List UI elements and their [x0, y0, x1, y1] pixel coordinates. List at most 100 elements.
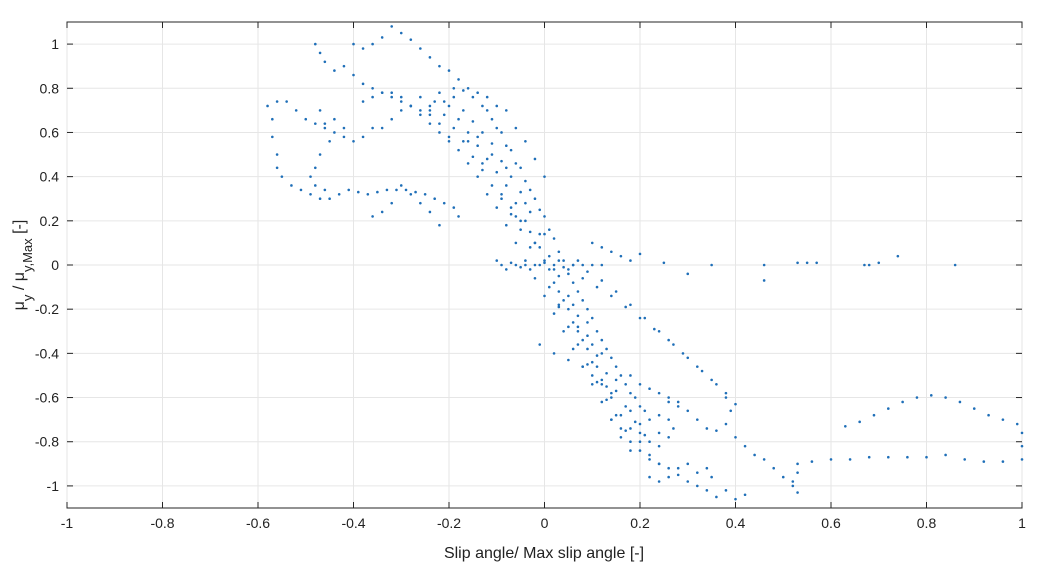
data-point	[314, 122, 317, 125]
data-point	[781, 475, 785, 479]
data-point	[610, 294, 613, 298]
data-point	[538, 246, 542, 249]
data-point	[595, 329, 599, 333]
data-point	[629, 374, 632, 377]
data-point	[667, 418, 670, 421]
data-point	[380, 36, 384, 39]
data-point	[896, 254, 900, 258]
data-point	[724, 489, 728, 492]
data-point	[552, 352, 556, 355]
data-point	[352, 73, 355, 77]
data-point	[686, 462, 690, 466]
y-axis-title-unit: [-]	[11, 220, 28, 239]
data-point	[600, 400, 604, 404]
data-point	[557, 250, 561, 254]
data-point	[371, 215, 374, 218]
data-point	[519, 219, 522, 223]
data-point	[399, 31, 403, 35]
y-axis-title-sub2: y,Max	[20, 238, 35, 272]
data-point	[867, 263, 871, 267]
data-point	[438, 64, 441, 68]
data-point	[1020, 444, 1024, 448]
data-point	[275, 166, 279, 170]
data-point	[543, 215, 546, 218]
data-point	[610, 356, 613, 360]
data-point	[696, 484, 699, 488]
data-point	[452, 95, 456, 99]
data-point	[858, 420, 861, 424]
data-point	[600, 378, 604, 382]
data-point	[366, 193, 370, 196]
data-point	[490, 153, 494, 156]
data-point	[614, 290, 618, 293]
data-point	[581, 365, 584, 368]
data-point	[533, 197, 537, 201]
data-point	[901, 400, 904, 404]
data-point	[547, 254, 551, 258]
data-point	[466, 131, 470, 134]
data-point	[590, 316, 594, 320]
data-point	[543, 232, 546, 236]
data-point	[409, 104, 413, 108]
data-point	[676, 400, 680, 404]
data-point	[1001, 460, 1005, 463]
data-point	[352, 42, 355, 46]
data-point	[872, 413, 876, 417]
data-point	[433, 197, 436, 201]
data-point	[414, 190, 417, 194]
data-point	[638, 422, 642, 426]
data-point	[571, 321, 575, 324]
data-point	[724, 422, 728, 426]
data-point	[562, 299, 565, 302]
data-point	[595, 354, 599, 357]
data-point	[743, 444, 747, 448]
data-point	[581, 276, 584, 280]
data-point	[648, 418, 651, 421]
data-point	[538, 263, 542, 267]
data-point	[586, 347, 589, 351]
data-point	[380, 210, 384, 214]
data-point	[638, 431, 642, 435]
x-tick-label: 0.6	[821, 515, 841, 531]
data-point	[524, 139, 527, 143]
data-point	[982, 460, 986, 463]
y-axis-title-sub1: y	[20, 294, 35, 301]
y-tick-label: -0.4	[35, 345, 59, 361]
data-point	[266, 104, 269, 108]
data-point	[533, 276, 537, 280]
data-point	[371, 86, 374, 90]
data-point	[729, 409, 733, 413]
data-point	[581, 299, 584, 302]
y-tick-label: 1	[51, 36, 59, 52]
data-point	[657, 444, 661, 448]
data-point	[724, 391, 728, 395]
data-point	[638, 449, 642, 452]
data-point	[356, 190, 360, 194]
data-point	[447, 139, 451, 143]
data-point	[323, 60, 327, 64]
data-point	[447, 69, 451, 72]
data-point	[528, 188, 532, 192]
data-point	[700, 369, 704, 373]
data-point	[509, 206, 513, 209]
data-point	[667, 400, 670, 404]
data-point	[590, 382, 594, 386]
data-point	[581, 338, 584, 342]
data-point	[543, 294, 546, 298]
data-point	[586, 363, 589, 366]
data-point	[481, 168, 484, 172]
y-tick-label: -0.2	[35, 301, 59, 317]
data-point	[734, 436, 737, 439]
data-point	[299, 188, 303, 192]
data-point	[304, 117, 308, 121]
data-point	[505, 109, 508, 112]
data-point	[624, 305, 627, 309]
data-point	[371, 42, 374, 46]
data-point	[419, 109, 422, 112]
data-point	[624, 405, 627, 408]
data-point	[643, 409, 647, 413]
data-point	[867, 455, 871, 459]
data-point	[590, 360, 594, 364]
data-point	[571, 263, 575, 267]
data-point	[543, 259, 546, 262]
